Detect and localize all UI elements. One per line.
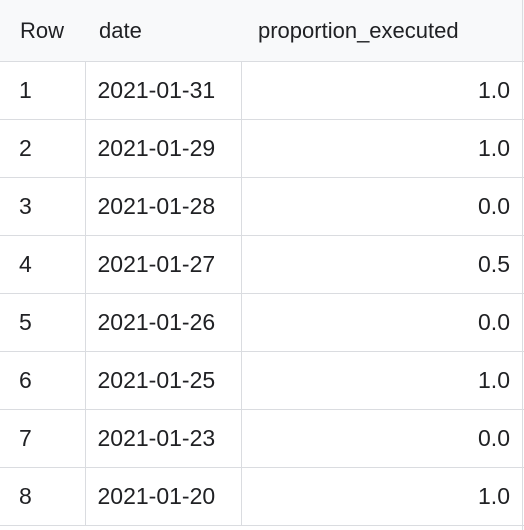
date-cell: 2021-01-23 <box>85 409 242 468</box>
date-cell: 2021-01-28 <box>85 177 242 236</box>
row-number-cell: 2 <box>0 119 86 178</box>
column-header-row: Row <box>0 0 85 62</box>
proportion-executed-cell: 0.0 <box>241 409 524 468</box>
table-row: 2 2021-01-29 1.0 <box>0 119 524 178</box>
date-cell: 2021-01-25 <box>85 351 242 410</box>
proportion-executed-cell: 0.0 <box>241 293 524 352</box>
table-row: 6 2021-01-25 1.0 <box>0 351 524 410</box>
table-body: 1 2021-01-31 1.0 2 2021-01-29 1.0 3 2021… <box>0 61 524 526</box>
proportion-executed-cell: 0.0 <box>241 177 524 236</box>
row-number-cell: 7 <box>0 409 86 468</box>
table-row: 5 2021-01-26 0.0 <box>0 293 524 352</box>
date-cell: 2021-01-29 <box>85 119 242 178</box>
table-row: 7 2021-01-23 0.0 <box>0 409 524 468</box>
row-number-cell: 5 <box>0 293 86 352</box>
column-header-date: date <box>85 0 241 62</box>
proportion-executed-cell: 0.5 <box>241 235 524 294</box>
table-right-border <box>522 0 523 530</box>
row-number-cell: 1 <box>0 61 86 120</box>
table-row: 3 2021-01-28 0.0 <box>0 177 524 236</box>
proportion-executed-cell: 1.0 <box>241 119 524 178</box>
date-cell: 2021-01-27 <box>85 235 242 294</box>
proportion-executed-cell: 1.0 <box>241 351 524 410</box>
table-row: 8 2021-01-20 1.0 <box>0 467 524 526</box>
row-number-cell: 8 <box>0 467 86 526</box>
row-number-cell: 6 <box>0 351 86 410</box>
table-header: Row date proportion_executed <box>0 0 524 62</box>
date-cell: 2021-01-31 <box>85 61 242 120</box>
header-row: Row date proportion_executed <box>0 0 524 62</box>
date-cell: 2021-01-20 <box>85 467 242 526</box>
table-row: 1 2021-01-31 1.0 <box>0 61 524 120</box>
date-cell: 2021-01-26 <box>85 293 242 352</box>
proportion-executed-cell: 1.0 <box>241 467 524 526</box>
table-row: 4 2021-01-27 0.5 <box>0 235 524 294</box>
proportion-executed-cell: 1.0 <box>241 61 524 120</box>
row-number-cell: 3 <box>0 177 86 236</box>
row-number-cell: 4 <box>0 235 86 294</box>
column-header-proportion-executed: proportion_executed <box>241 0 524 62</box>
